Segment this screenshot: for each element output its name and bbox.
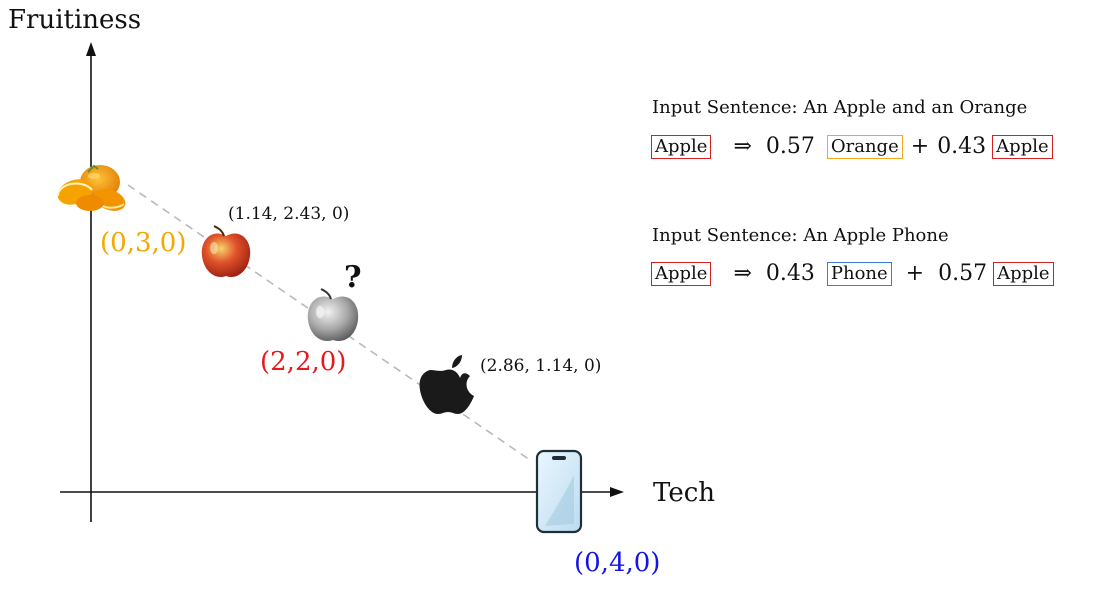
smartphone-icon xyxy=(535,449,583,534)
gray-apple-coord-label: (2,2,0) xyxy=(260,347,347,377)
example-2-sentence: Input Sentence: An Apple Phone xyxy=(652,225,949,246)
y-axis-label: Fruitiness xyxy=(8,5,142,35)
x-axis-arrowhead xyxy=(610,487,624,497)
example-1-equation: Apple ⇒ 0.57 Orange + 0.43 Apple xyxy=(651,134,1053,159)
example-1-plus: + xyxy=(910,134,930,159)
x-axis-label: Tech xyxy=(653,478,716,508)
apple-logo-coord-label: (2.86, 1.14, 0) xyxy=(480,356,602,376)
red-apple-icon xyxy=(201,225,251,278)
example-1-lhs-box: Apple xyxy=(651,134,712,159)
example-2-equation: Apple ⇒ 0.43 Phone + 0.57 Apple xyxy=(651,261,1054,286)
example-2-plus: + xyxy=(905,261,925,286)
example-2-term1-box: Phone xyxy=(826,261,892,286)
example-2-coef2: 0.57 xyxy=(938,261,988,286)
orange-coord-label: (0,3,0) xyxy=(100,228,187,258)
example-2-lhs-box: Apple xyxy=(651,261,712,286)
y-axis-arrowhead xyxy=(86,42,96,56)
apple-logo-icon xyxy=(419,355,474,414)
orange-icon xyxy=(56,164,126,211)
example-1-coef1: 0.57 xyxy=(765,134,815,159)
example-1-term1-box: Orange xyxy=(826,134,903,159)
apple-coord-label: (1.14, 2.43, 0) xyxy=(228,204,350,224)
example-2-term2-box: Apple xyxy=(993,261,1054,286)
example-2-coef1: 0.43 xyxy=(765,261,815,286)
example-2-arrow: ⇒ xyxy=(733,261,752,286)
example-1-coef2: 0.43 xyxy=(937,134,987,159)
gray-apple-icon xyxy=(307,288,359,342)
phone-coord-label: (0,4,0) xyxy=(574,548,661,578)
example-1-term2-box: Apple xyxy=(992,134,1053,159)
question-mark: ? xyxy=(344,260,362,295)
example-1-sentence: Input Sentence: An Apple and an Orange xyxy=(652,97,1028,118)
example-1-arrow: ⇒ xyxy=(733,134,752,159)
